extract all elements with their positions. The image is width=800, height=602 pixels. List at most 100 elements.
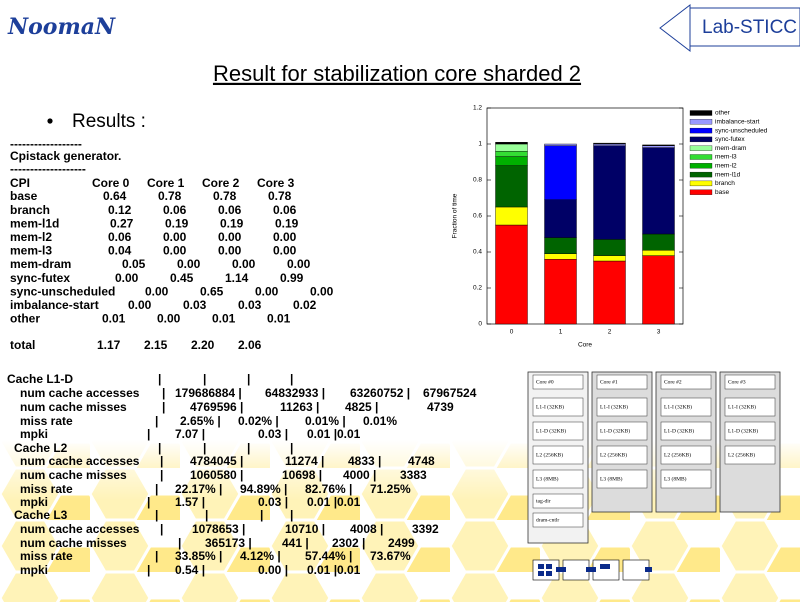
cpistack-value: 0.06 — [273, 203, 297, 217]
cache-block — [660, 469, 712, 489]
cache-cell: 1.57 | — [175, 495, 205, 509]
cache-cell: 0.01% | — [305, 414, 346, 428]
cache-row-label: miss rate — [20, 549, 73, 563]
bar-segment — [495, 150, 528, 157]
y-tick-label: 0.2 — [473, 285, 482, 292]
x-axis-label: Core — [578, 342, 592, 349]
legend-swatch — [689, 171, 713, 178]
bar-segment — [495, 143, 528, 152]
cpistack-value: 0.06 — [108, 230, 132, 244]
cache-block-label: L2 (256KB) — [600, 451, 627, 458]
bullet-dot — [47, 118, 53, 124]
cpistack-total-value: 2.20 — [191, 338, 215, 352]
legend-swatch — [689, 145, 713, 151]
cache-row-label: num cache misses — [20, 536, 127, 550]
cpistack-value: 0.64 — [103, 189, 127, 203]
cpistack-value: 0.00 — [218, 230, 242, 244]
cache-cell: 1078653 | — [192, 522, 245, 536]
cpistack-row-label: mem-l3 — [10, 244, 52, 258]
cache-cell: 22.17% | — [175, 482, 222, 496]
logo-right: Lab-STICC — [702, 17, 797, 38]
cache-block-label: L1-D (32KB) — [536, 427, 566, 434]
legend-label: mem-l1d — [715, 171, 741, 178]
cache-cell: 365173 | — [205, 536, 252, 550]
cache-row-label: mpki — [20, 495, 48, 509]
cpistack-row-label: branch — [10, 203, 50, 217]
bar-segment — [495, 206, 528, 226]
cpistack-row-label: mem-l2 — [10, 230, 52, 244]
bar-segment — [495, 165, 528, 208]
cache-block — [724, 445, 776, 465]
cache-block — [596, 469, 648, 489]
cpistack-row-label: other — [10, 312, 40, 326]
cache-cell: | — [155, 508, 158, 522]
legend-label: sync-unscheduled — [715, 127, 768, 134]
cache-cell: 73.67% — [370, 549, 411, 563]
bar-segment — [544, 143, 577, 146]
cache-block — [532, 397, 584, 417]
cache-block-label: L1-I (32KB) — [600, 403, 628, 410]
cpistack-value: 0.78 — [268, 189, 292, 203]
x-tick-label: 3 — [657, 329, 661, 336]
logo-right-box — [689, 7, 800, 47]
cache-row-label: num cache accesses — [20, 454, 140, 468]
cpistack-value: 0.00 — [145, 284, 169, 298]
cpistack-row-label: base — [10, 189, 38, 203]
core-label: Core #0 — [536, 379, 554, 385]
cache-cell: | — [162, 400, 165, 414]
architecture-diagram: Core #0 L1-I (32KB) L1-D (32KB) L2 (256KB) L… — [527, 371, 781, 544]
cache-block — [724, 397, 776, 417]
legend-swatch — [689, 136, 713, 143]
legend-label: mem-l2 — [715, 163, 737, 170]
cpistack-value: 0.03 — [183, 298, 207, 312]
cpistack-value: 0.78 — [213, 189, 237, 203]
cache-cell: | — [155, 414, 158, 428]
cpistack-value: 0.12 — [108, 203, 132, 217]
cpistack-value: 0.00 — [310, 284, 334, 298]
legend-swatch — [689, 189, 713, 195]
cpistack-line: ------------------ — [10, 137, 82, 151]
cpistack-column: Core 2 — [202, 176, 240, 190]
core-label-box — [596, 374, 648, 390]
cache-cell: 63260752 | — [350, 386, 410, 400]
cpistack-line: ------------------- — [10, 162, 86, 176]
bar-segment — [593, 145, 626, 240]
cpistack-value: 0.01 — [267, 312, 291, 326]
cpistack-value: 0.06 — [218, 203, 242, 217]
cache-cell: 0.01% — [363, 414, 397, 428]
cpistack-column: Core 3 — [257, 176, 295, 190]
cache-cell: 0.01 | — [307, 563, 337, 577]
cpistack-value: 0.00 — [232, 257, 256, 271]
cache-cell: 0.03 | — [258, 495, 288, 509]
cache-cell: | — [205, 508, 208, 522]
bar-segment — [593, 255, 626, 262]
legend-label: sync-futex — [715, 136, 745, 143]
cache-cell: | — [160, 468, 163, 482]
cpistack-value: 0.00 — [287, 257, 311, 271]
cpistack-value: 0.78 — [158, 189, 182, 203]
cache-row-label: miss rate — [20, 414, 73, 428]
cpistack-value: 0.27 — [110, 216, 134, 230]
cache-text: Cache L1-D | | | |num cache accesses | 1796868… — [7, 372, 477, 577]
cache-cell: 7.07 | — [175, 427, 205, 441]
cache-row-label: Cache L1-D — [7, 372, 73, 386]
cache-cell: | — [158, 372, 161, 386]
cpistack-value: 0.65 — [200, 284, 224, 298]
cache-cell: 4748 — [408, 454, 435, 468]
core-label: Core #1 — [600, 379, 618, 385]
cpistack-row-label: imbalance-start — [10, 298, 99, 312]
bar-segment — [642, 233, 675, 251]
cache-cell: 71.25% — [370, 482, 411, 496]
cpistack-text: ------------------Cpistack generator.---… — [10, 137, 334, 352]
cache-cell: | — [158, 441, 161, 455]
cache-block — [532, 445, 584, 465]
cache-block-label: L1-I (32KB) — [536, 403, 564, 410]
legend-label: imbalance-start — [715, 119, 760, 126]
chart: 0 0.2 0.4 0.6 0.8 1 1.2 Fraction of time Core 0 1 2… — [452, 105, 768, 349]
cache-block — [596, 445, 648, 465]
cpistack-total-value: 1.17 — [97, 338, 121, 352]
y-tick-label: 0.6 — [473, 213, 482, 220]
cache-block-label: L3 (8MB) — [536, 475, 559, 482]
cpistack-value: 0.00 — [115, 271, 139, 285]
y-axis-label: Fraction of time — [452, 193, 459, 238]
